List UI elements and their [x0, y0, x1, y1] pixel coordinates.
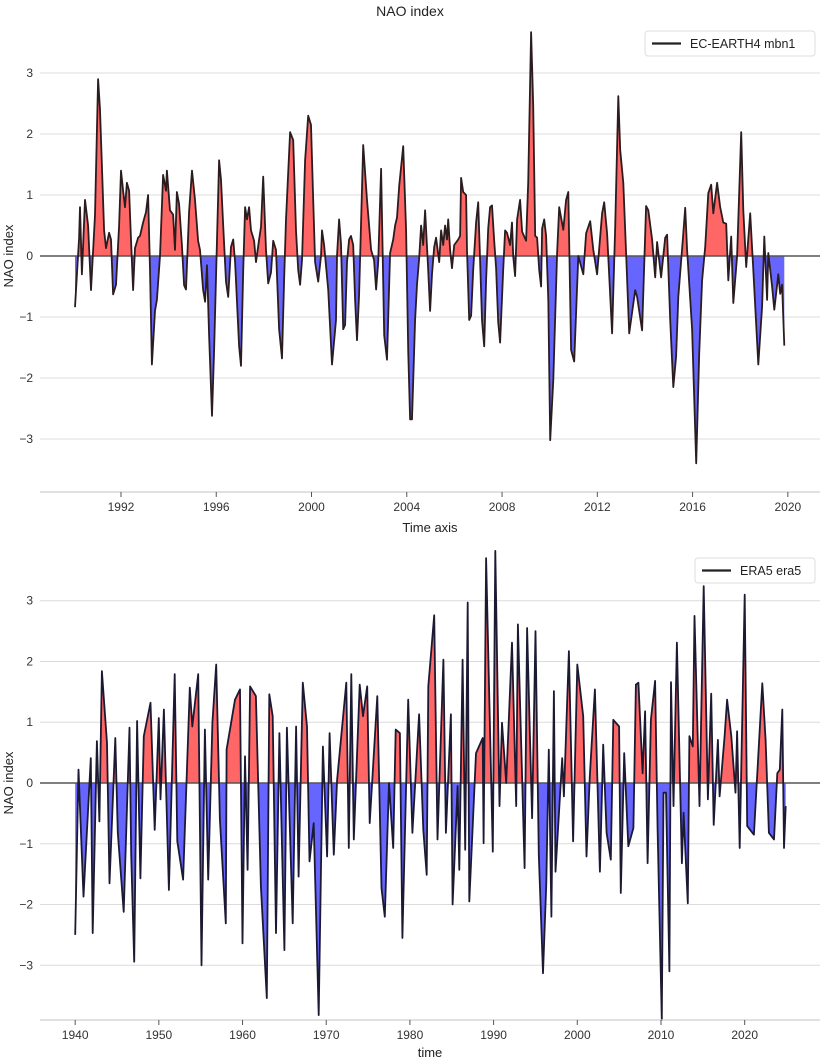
- figure-title: NAO index: [376, 3, 444, 19]
- x-tick-label: 2020: [774, 500, 801, 514]
- x-tick-label: 1980: [397, 1028, 424, 1042]
- y-tick-labels: −3 −2 −1 0 1 2 3: [19, 66, 33, 446]
- legend-label: EC-EARTH4 mbn1: [690, 37, 795, 51]
- nao-series-line: [74, 550, 787, 1021]
- x-tick-label: 1950: [145, 1028, 172, 1042]
- x-axis: 1992 1996 2000 2004 2008 2012 2016 2020: [40, 491, 820, 514]
- y-tick-label: −3: [19, 432, 33, 446]
- positive-anomaly-area: [75, 32, 785, 256]
- x-tick-label: 1970: [313, 1028, 340, 1042]
- ec-earth4-panel: −3 −2 −1 0 1 2 3 1992 1996 2000 2004 2008 2012 2016 2…: [1, 30, 820, 535]
- y-tick-label: −2: [19, 371, 33, 385]
- legend-box: [644, 30, 816, 57]
- x-tick-label: 1990: [480, 1028, 507, 1042]
- legend-label: ERA5 era5: [740, 564, 801, 578]
- y-tick-label: 0: [26, 249, 33, 263]
- series-line: [74, 31, 786, 465]
- x-tick-label: 1992: [108, 500, 135, 514]
- series-line: [74, 550, 787, 1021]
- x-tick-label: 2000: [564, 1028, 591, 1042]
- nao-series-line: [74, 31, 786, 465]
- y-axis-title: NAO index: [1, 751, 16, 814]
- x-tick-label: 2008: [489, 500, 516, 514]
- legend-box: [694, 557, 816, 584]
- y-tick-label: 3: [26, 594, 33, 608]
- x-tick-label: 1960: [229, 1028, 256, 1042]
- x-tick-label: 1940: [62, 1028, 89, 1042]
- y-gridlines: [40, 72, 820, 440]
- legend: EC-EARTH4 mbn1: [644, 30, 816, 57]
- anomaly-fill-areas: [75, 550, 786, 1020]
- y-tick-label: 3: [26, 66, 33, 80]
- x-axis: 1940 1950 1960 1970 1980 1990 2000 2010 2020: [40, 1019, 820, 1042]
- x-tick-label: 2000: [298, 500, 325, 514]
- y-tick-label: −1: [19, 310, 33, 324]
- x-axis-title: time: [418, 1045, 443, 1060]
- x-tick-label: 1996: [203, 500, 230, 514]
- y-tick-label: 1: [26, 715, 33, 729]
- x-tick-label: 2012: [584, 500, 611, 514]
- legend: ERA5 era5: [694, 557, 816, 584]
- x-tick-label: 2020: [731, 1028, 758, 1042]
- x-tick-label: 2010: [648, 1028, 675, 1042]
- era5-panel: −3 −2 −1 0 1 2 3 1940 1950 1960 1970 1980 1990 2000 2…: [1, 550, 820, 1060]
- y-tick-label: 0: [26, 776, 33, 790]
- y-tick-label: −3: [19, 958, 33, 972]
- y-tick-label: 2: [26, 127, 33, 141]
- y-tick-label: −2: [19, 898, 33, 912]
- y-tick-label: 2: [26, 654, 33, 668]
- y-tick-label: −1: [19, 837, 33, 851]
- y-axis-title: NAO index: [1, 224, 16, 287]
- x-tick-label: 2016: [679, 500, 706, 514]
- negative-anomaly-area: [75, 783, 786, 1020]
- y-tick-labels: −3 −2 −1 0 1 2 3: [19, 594, 33, 973]
- x-tick-label: 2004: [393, 500, 420, 514]
- x-axis-title: Time axis: [402, 520, 458, 535]
- y-tick-label: 1: [26, 188, 33, 202]
